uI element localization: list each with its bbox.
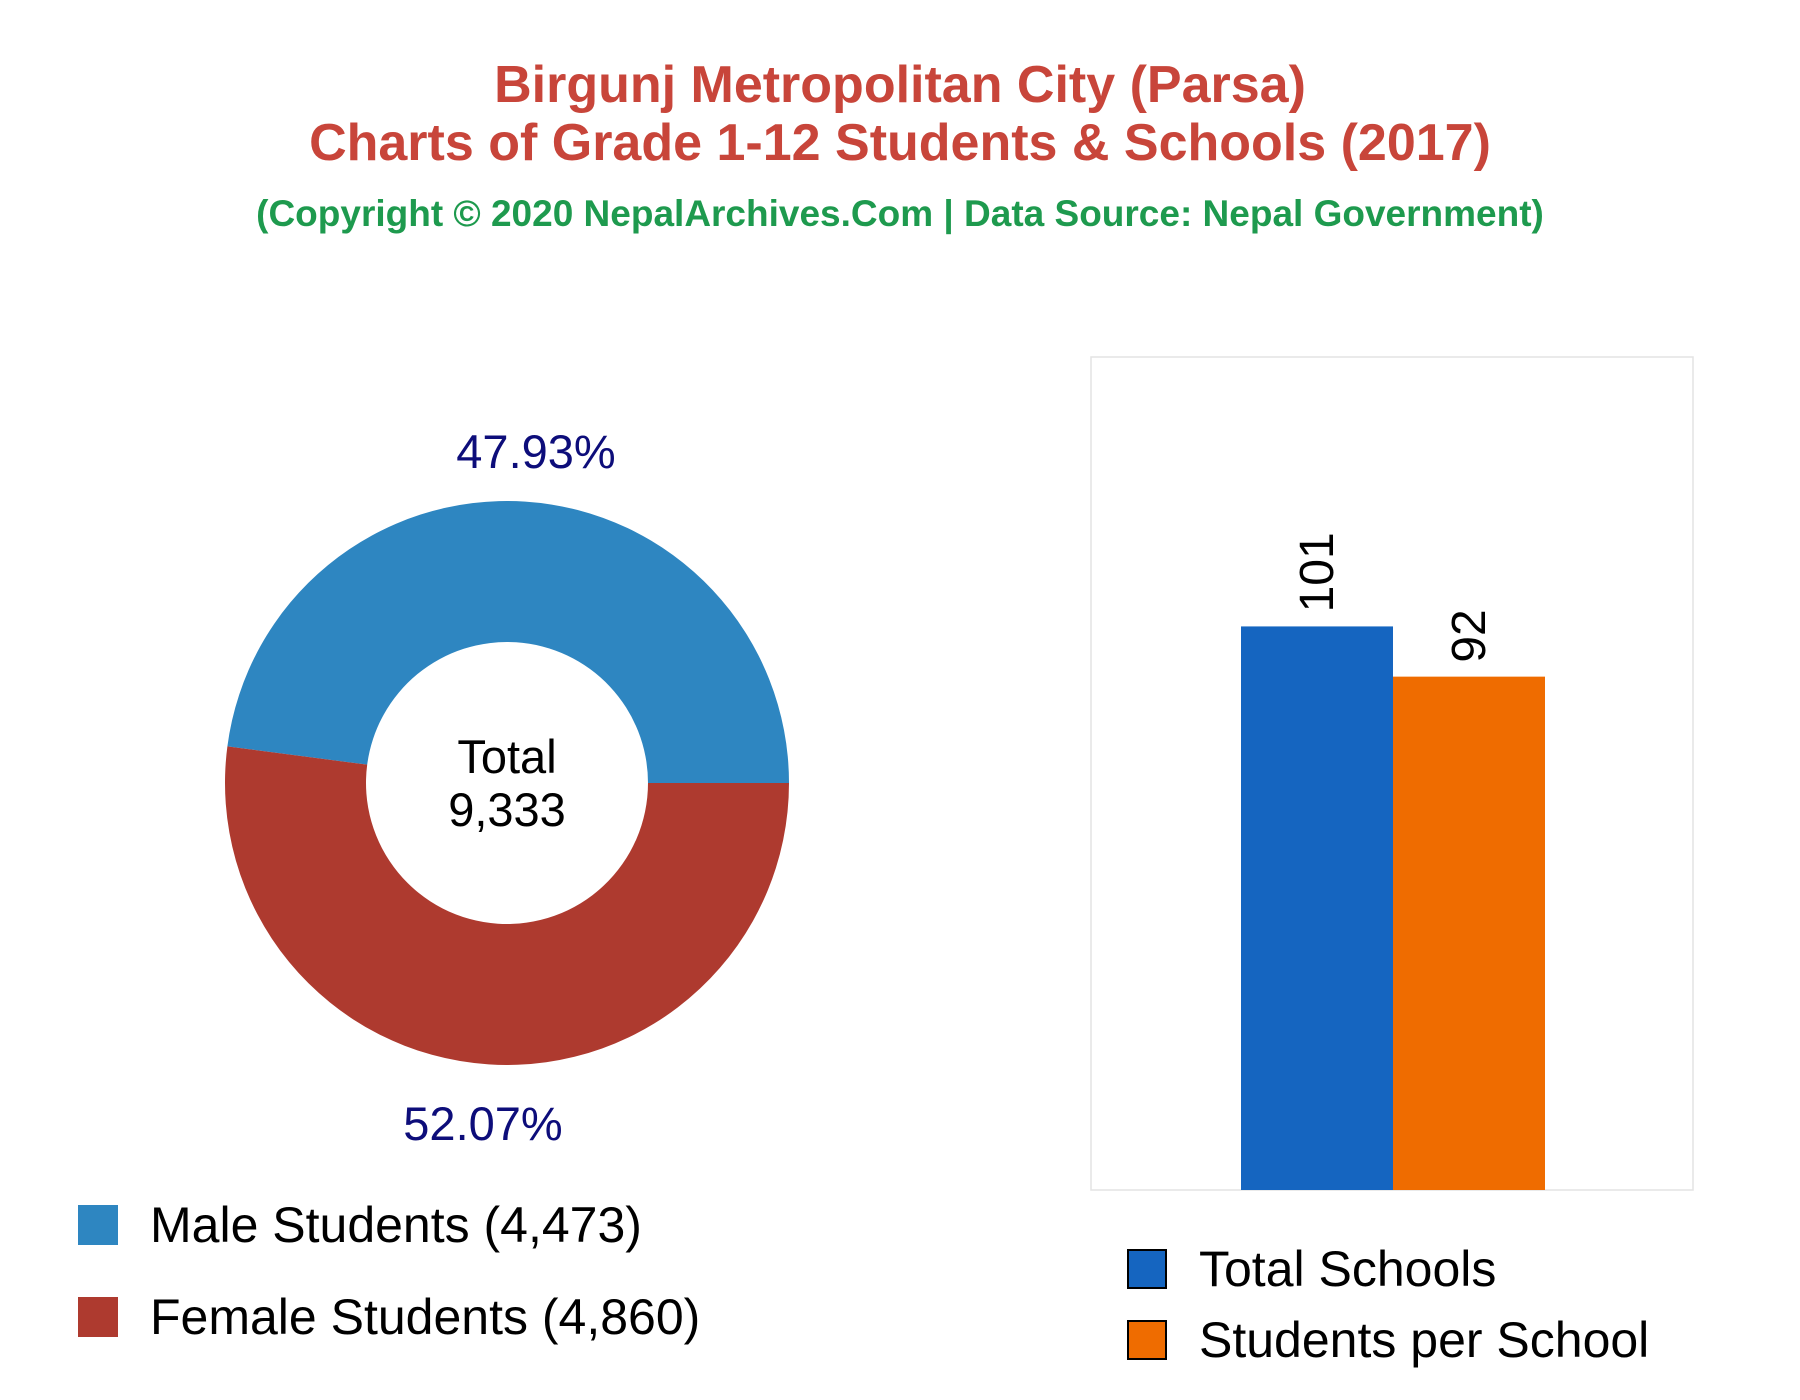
chart-title-line1: Birgunj Metropolitan City (Parsa) (494, 56, 1306, 114)
legend-item-male: Male Students (4,473) (78, 1196, 642, 1254)
donut-center-value: 9,333 (448, 783, 566, 836)
legend-label-female: Female Students (4,860) (150, 1289, 701, 1345)
legend-swatch-students-per-school (1127, 1320, 1167, 1360)
legend-item-female: Female Students (4,860) (78, 1288, 700, 1346)
bar-value-label-total-schools: 101 (1291, 532, 1344, 612)
legend-swatch-female (78, 1297, 118, 1337)
donut-center-label: Total (457, 730, 556, 783)
donut-slice-female (225, 746, 790, 1065)
legend-label-total-schools: Total Schools (1199, 1241, 1497, 1297)
legend-swatch-total-schools (1127, 1249, 1167, 1289)
legend-label-students-per-school: Students per School (1199, 1312, 1650, 1368)
donut-percent-label-male: 47.93% (456, 425, 615, 478)
legend-item-students-per-school: Students per School (1127, 1311, 1649, 1369)
legend-item-total-schools: Total Schools (1127, 1240, 1496, 1298)
legend-label-male: Male Students (4,473) (150, 1197, 642, 1253)
donut-slice-male (227, 500, 789, 783)
bar-chart: 101 92 (1241, 532, 1545, 1190)
chart-title-line2: Charts of Grade 1-12 Students & Schools … (309, 114, 1491, 172)
donut-percent-label-female: 52.07% (403, 1097, 562, 1150)
bar-value-label-students-per-school: 92 (1443, 609, 1496, 662)
bar-total-schools (1241, 626, 1393, 1190)
bar-students-per-school (1393, 676, 1545, 1190)
legend-swatch-male (78, 1205, 118, 1245)
chart-subtitle: (Copyright © 2020 NepalArchives.Com | Da… (256, 193, 1544, 234)
